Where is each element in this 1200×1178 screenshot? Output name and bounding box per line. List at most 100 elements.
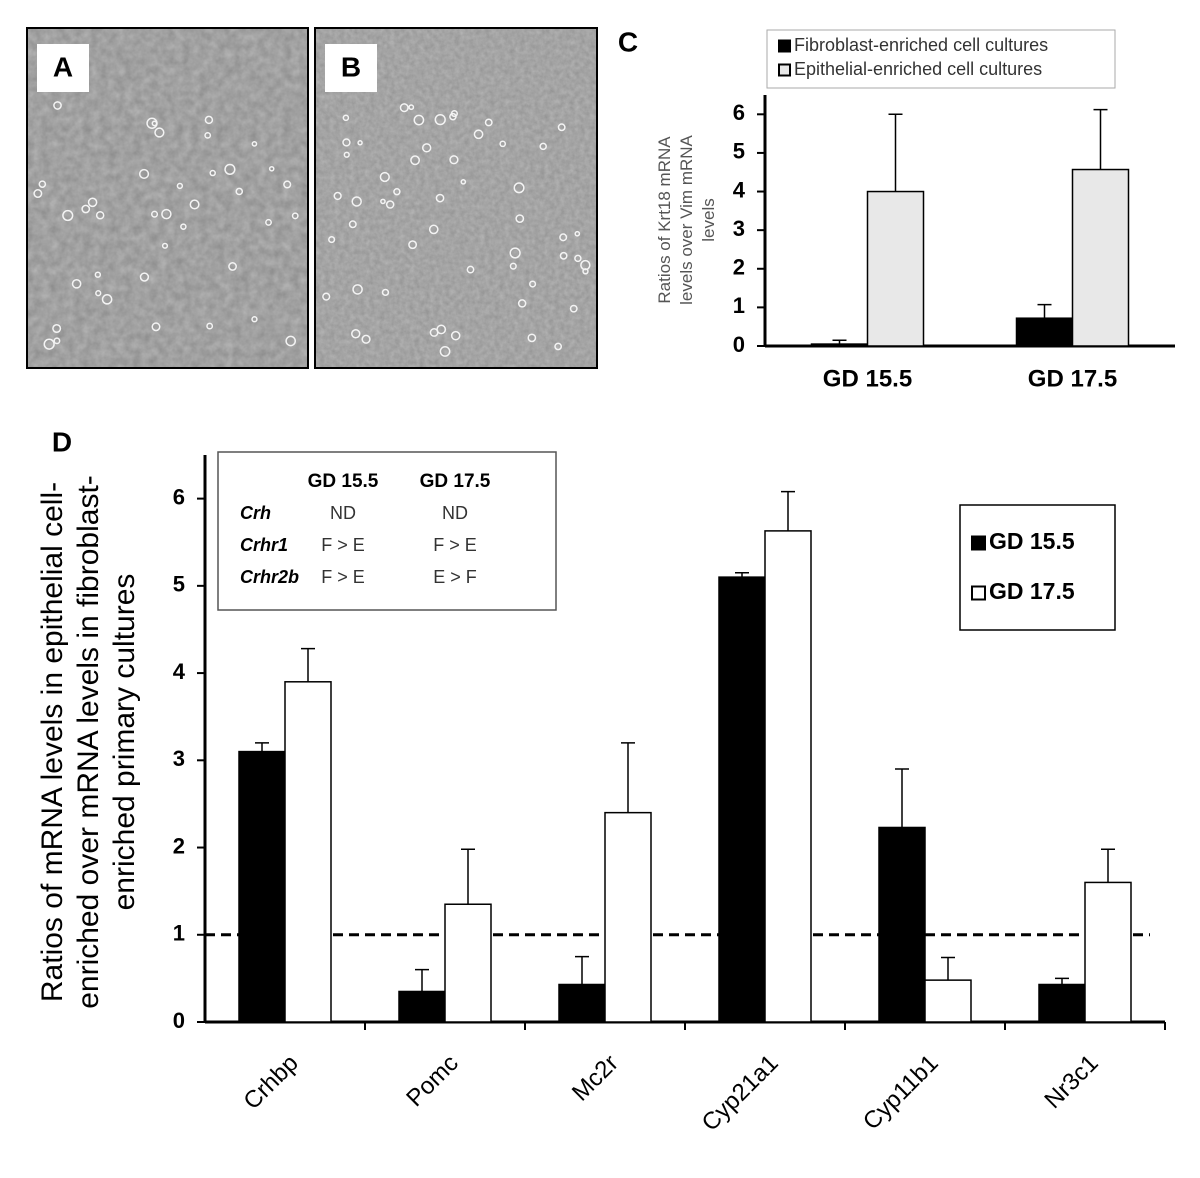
cell — [351, 328, 361, 339]
inset-cell: F > E — [321, 567, 365, 587]
cell — [393, 187, 401, 196]
cell — [71, 278, 82, 289]
cell — [473, 129, 484, 140]
error-bar — [1037, 303, 1052, 319]
y-axis-label-line: levels — [699, 198, 718, 241]
y-tick-label: 4 — [733, 177, 746, 202]
cell — [466, 265, 475, 274]
y-tick-label: 5 — [173, 572, 185, 597]
x-tick-label: GD 17.5 — [1028, 365, 1117, 392]
bar — [924, 979, 972, 1023]
cell — [421, 143, 432, 153]
legend-swatch — [971, 535, 986, 551]
cell — [559, 233, 568, 242]
y-axis-label-line: enriched primary cultures — [108, 574, 141, 911]
y-tick-label: 3 — [173, 746, 185, 771]
panel-label: B — [341, 51, 361, 82]
y-tick-label: 6 — [173, 484, 185, 509]
cell — [582, 268, 589, 275]
cell — [224, 163, 236, 175]
cell — [33, 189, 43, 199]
legend-label: GD 17.5 — [989, 578, 1075, 604]
cell — [235, 187, 244, 196]
cell — [81, 204, 91, 214]
bar — [1038, 983, 1086, 1023]
cell — [449, 155, 459, 165]
y-tick-label: 3 — [733, 216, 745, 241]
bar — [810, 343, 869, 347]
x-tick-label: Cyp11b1 — [858, 1050, 944, 1136]
inset-cell: F > E — [321, 535, 365, 555]
x-tick-label: Pomc — [401, 1050, 463, 1112]
inset-header: GD 17.5 — [420, 471, 491, 492]
cell — [450, 330, 461, 341]
cell — [342, 114, 350, 122]
cell — [139, 272, 150, 282]
error-bar — [735, 572, 749, 578]
cell — [399, 103, 409, 113]
cell — [435, 193, 445, 203]
cell — [499, 140, 507, 148]
error-bar — [781, 490, 795, 531]
inset-cell: ND — [442, 503, 468, 523]
cell — [251, 140, 258, 147]
y-tick-label: 0 — [733, 332, 745, 357]
cell — [328, 235, 336, 244]
y-axis-label-line: Ratios of Krt18 mRNA — [655, 136, 674, 304]
label-box — [37, 44, 89, 92]
y-tick-label: 2 — [173, 833, 185, 858]
cell-speckles — [33, 101, 591, 357]
cell — [351, 196, 362, 207]
error-bar — [575, 955, 589, 985]
cell — [151, 322, 161, 332]
cell — [379, 171, 390, 183]
y-axis-label-line: Ratios of mRNA levels in epithelial cell… — [36, 482, 69, 1002]
cell — [385, 200, 395, 209]
cell — [94, 271, 102, 278]
bar — [878, 826, 926, 1023]
legend-swatch — [778, 39, 791, 53]
cell — [357, 140, 363, 146]
cell — [95, 290, 102, 297]
cell — [554, 342, 563, 351]
error-bar — [941, 956, 955, 981]
cell — [381, 288, 390, 297]
y-axis-label-line: levels over Vim mRNA — [677, 134, 696, 304]
cell — [251, 316, 258, 323]
bar — [1015, 317, 1074, 347]
cell — [146, 117, 158, 129]
cell — [209, 169, 216, 177]
inset-cell: ND — [330, 503, 356, 523]
cell — [380, 198, 386, 205]
y-tick-label: 5 — [733, 139, 745, 164]
cell — [509, 262, 517, 270]
y-axis-label-line: enriched over mRNA levels in fibroblast- — [72, 475, 105, 1009]
bar — [398, 990, 446, 1023]
error-bar — [621, 742, 635, 813]
bar — [558, 983, 606, 1023]
cell — [333, 191, 342, 201]
legend-swatch — [971, 585, 986, 601]
cell — [150, 210, 159, 218]
cell — [428, 224, 439, 235]
cell — [62, 209, 74, 222]
bar — [604, 811, 652, 1023]
cell — [161, 208, 172, 220]
cell — [408, 104, 415, 111]
bar — [444, 903, 492, 1023]
cell — [348, 220, 357, 229]
cell — [285, 335, 297, 347]
cell — [352, 284, 363, 295]
inset-header: GD 15.5 — [308, 471, 379, 492]
cell — [268, 165, 275, 172]
cell — [527, 333, 537, 343]
cell — [342, 138, 351, 147]
error-bar — [1093, 108, 1108, 170]
cell — [410, 155, 421, 166]
cell — [580, 259, 591, 271]
cell — [204, 115, 214, 125]
bar — [718, 576, 766, 1023]
cell — [53, 101, 62, 110]
cell — [95, 210, 105, 220]
y-tick-label: 1 — [733, 293, 745, 318]
